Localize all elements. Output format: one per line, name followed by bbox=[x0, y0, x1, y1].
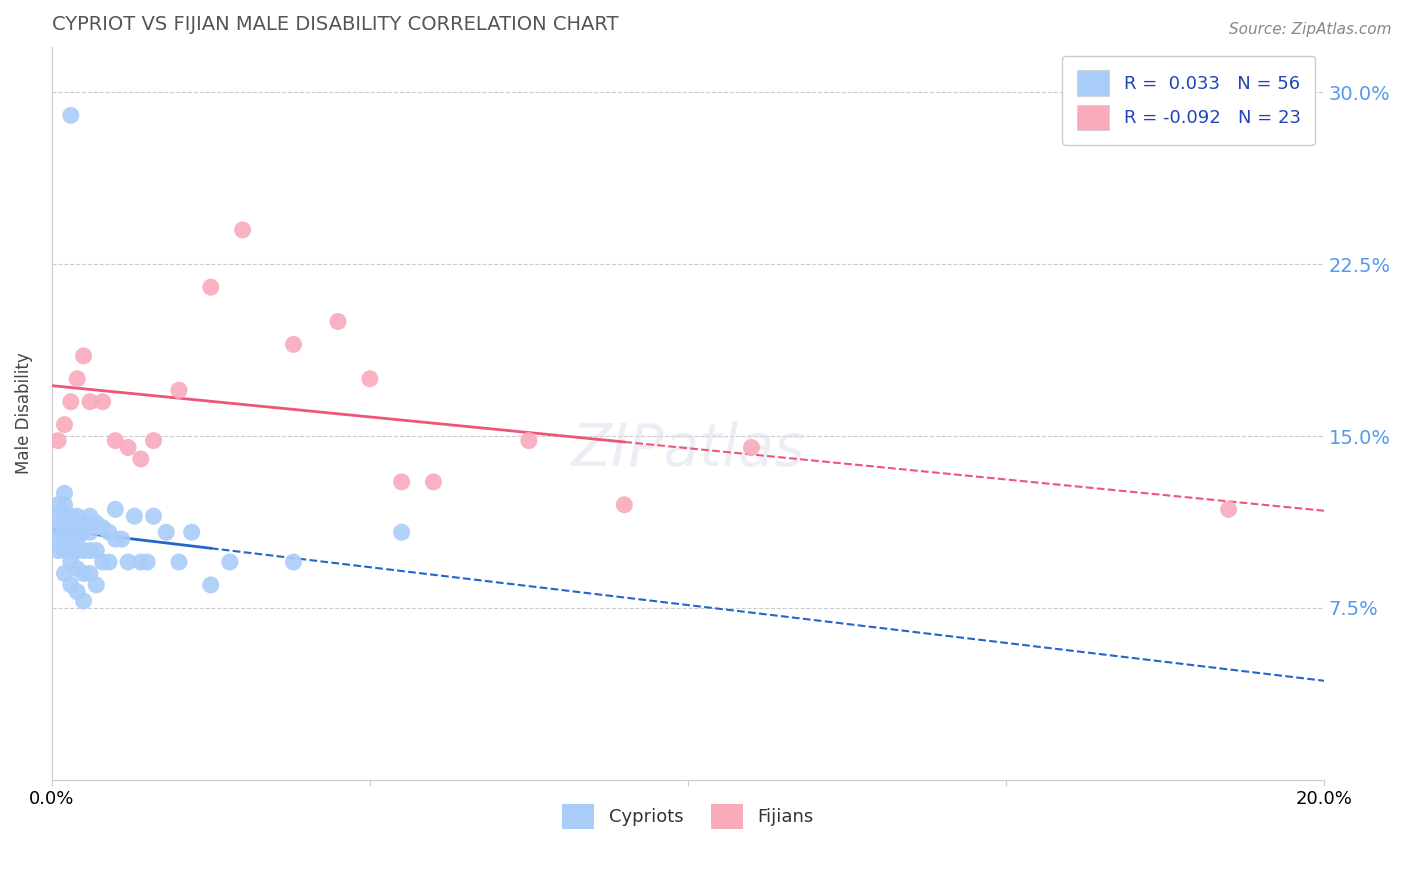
Point bbox=[72, 349, 94, 363]
Point bbox=[66, 521, 89, 535]
Point bbox=[129, 555, 152, 569]
Point bbox=[98, 525, 121, 540]
Point bbox=[200, 280, 222, 294]
Point bbox=[59, 532, 82, 546]
Point bbox=[391, 525, 413, 540]
Point bbox=[1218, 502, 1240, 516]
Point bbox=[53, 417, 76, 432]
Point bbox=[117, 441, 139, 455]
Point bbox=[59, 509, 82, 524]
Point bbox=[59, 521, 82, 535]
Point bbox=[167, 383, 190, 397]
Point bbox=[84, 543, 107, 558]
Text: CYPRIOT VS FIJIAN MALE DISABILITY CORRELATION CHART: CYPRIOT VS FIJIAN MALE DISABILITY CORREL… bbox=[52, 15, 619, 34]
Point bbox=[46, 509, 69, 524]
Y-axis label: Male Disability: Male Disability bbox=[15, 352, 32, 474]
Point bbox=[66, 372, 89, 386]
Point bbox=[218, 555, 240, 569]
Point bbox=[59, 394, 82, 409]
Point bbox=[53, 532, 76, 546]
Point bbox=[59, 108, 82, 122]
Point bbox=[167, 555, 190, 569]
Point bbox=[142, 434, 165, 448]
Point bbox=[46, 543, 69, 558]
Point bbox=[46, 532, 69, 546]
Point bbox=[104, 532, 127, 546]
Point bbox=[79, 566, 101, 581]
Point bbox=[79, 543, 101, 558]
Point bbox=[232, 223, 254, 237]
Point bbox=[72, 525, 94, 540]
Point bbox=[79, 394, 101, 409]
Point bbox=[53, 509, 76, 524]
Point bbox=[180, 525, 202, 540]
Point bbox=[129, 452, 152, 467]
Point bbox=[283, 555, 305, 569]
Point bbox=[98, 555, 121, 569]
Point bbox=[66, 532, 89, 546]
Point bbox=[59, 555, 82, 569]
Point bbox=[79, 525, 101, 540]
Point bbox=[117, 555, 139, 569]
Point bbox=[72, 543, 94, 558]
Point bbox=[124, 509, 146, 524]
Point bbox=[72, 566, 94, 581]
Text: ZIPatlas: ZIPatlas bbox=[571, 421, 804, 478]
Point bbox=[517, 434, 540, 448]
Point bbox=[391, 475, 413, 489]
Point bbox=[91, 555, 114, 569]
Point bbox=[91, 394, 114, 409]
Point bbox=[136, 555, 159, 569]
Point bbox=[46, 498, 69, 512]
Legend: Cypriots, Fijians: Cypriots, Fijians bbox=[555, 797, 821, 837]
Point bbox=[66, 543, 89, 558]
Point bbox=[59, 578, 82, 592]
Point bbox=[53, 566, 76, 581]
Point bbox=[283, 337, 305, 351]
Point bbox=[84, 578, 107, 592]
Point bbox=[53, 521, 76, 535]
Point bbox=[46, 521, 69, 535]
Point bbox=[104, 502, 127, 516]
Point bbox=[359, 372, 381, 386]
Point bbox=[111, 532, 134, 546]
Point bbox=[200, 578, 222, 592]
Point bbox=[155, 525, 177, 540]
Point bbox=[72, 516, 94, 530]
Point bbox=[84, 516, 107, 530]
Point bbox=[326, 314, 349, 328]
Point bbox=[422, 475, 444, 489]
Point bbox=[53, 498, 76, 512]
Point bbox=[79, 509, 101, 524]
Point bbox=[66, 509, 89, 524]
Text: Source: ZipAtlas.com: Source: ZipAtlas.com bbox=[1229, 22, 1392, 37]
Point bbox=[53, 486, 76, 500]
Point bbox=[53, 543, 76, 558]
Point bbox=[46, 434, 69, 448]
Point bbox=[142, 509, 165, 524]
Point bbox=[66, 562, 89, 576]
Point bbox=[59, 543, 82, 558]
Point bbox=[66, 584, 89, 599]
Point bbox=[613, 498, 636, 512]
Point bbox=[72, 594, 94, 608]
Point bbox=[91, 521, 114, 535]
Point bbox=[104, 434, 127, 448]
Point bbox=[740, 441, 762, 455]
